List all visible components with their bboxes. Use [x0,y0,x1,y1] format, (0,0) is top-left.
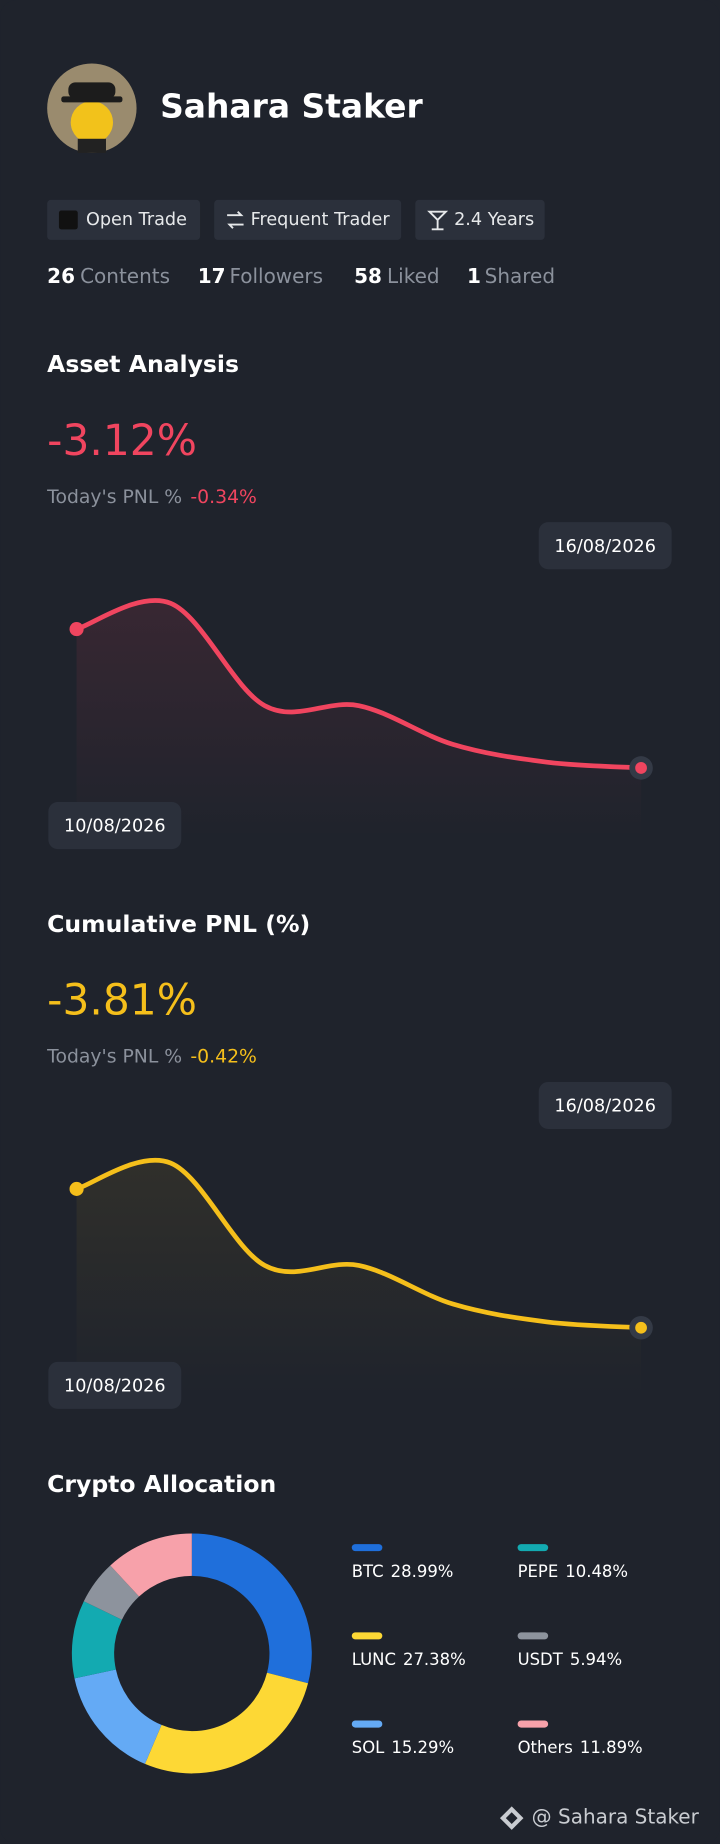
legend-value: 10.48% [565,1562,628,1581]
date-tag [48,802,182,850]
badge [47,199,201,240]
date-tag [538,1081,672,1129]
legend-name: Others [518,1738,573,1757]
donut-segment [74,1668,163,1764]
legend-value: 11.89% [580,1738,643,1757]
badge [415,199,545,240]
pnl-value: -0.42% [190,1047,256,1068]
donut-segment [144,1672,309,1774]
badge-label: Frequent Trader [251,210,391,230]
end-dot [635,762,647,774]
stat-value: 58 [354,264,382,288]
date-tag [538,522,672,570]
donut-segment [110,1533,193,1598]
stat-value: 1 [467,264,481,288]
line-area [76,600,642,838]
profile-name: Sahara Staker [160,87,423,126]
donut-segment [191,1533,312,1684]
headline-value: -3.81% [47,976,197,1025]
donut-segment [83,1565,140,1621]
legend-swatch [517,1720,549,1728]
line-area [76,1160,642,1398]
legend-swatch [517,1632,549,1640]
stat-value: 26 [47,264,75,288]
date-label: 10/08/2026 [64,817,166,837]
legend-swatch [517,1544,549,1552]
badge [214,199,402,240]
legend-value: 15.29% [391,1738,454,1757]
stats: 26 Contents 17 Followers 58 Liked 1 Shar… [47,264,555,288]
line [74,1157,644,1331]
legend-name: LUNC [352,1650,396,1669]
legend-value: 5.94% [570,1650,622,1669]
footer-text: @ Sahara Staker [532,1805,700,1829]
date-label: 10/08/2026 [64,1377,166,1397]
donut-segment [71,1601,123,1679]
legend-name: SOL [352,1738,385,1757]
badge-icon [58,210,78,230]
section-title: Asset Analysis [47,350,239,378]
end-dot [635,1321,647,1334]
stat-label: Contents [80,264,170,288]
date-tag [48,1361,182,1409]
line [74,598,644,771]
badges: Open Trade Frequent Trader 2.4 Years [47,199,545,240]
section-title: Cumulative PNL (%) [47,910,310,938]
pnl-value: -0.34% [190,487,256,508]
badge-label: 2.4 Years [454,210,534,230]
badge-label: Open Trade [86,210,187,230]
section-title: Crypto Allocation [47,1470,276,1498]
legend-value: 27.38% [403,1650,466,1669]
start-dot [69,1181,84,1197]
footer: @ Sahara Staker [499,1805,700,1830]
pnl-label: Today's PNL % [46,487,182,508]
start-dot [69,622,84,637]
stat-label: Followers [229,264,323,288]
legend-value: 28.99% [391,1562,454,1581]
legend-swatch [351,1544,383,1552]
badge-icon [227,211,244,229]
stat-value: 17 [198,264,226,288]
legend-name: PEPE [518,1562,559,1581]
date-label: 16/08/2026 [554,537,656,557]
pnl-label: Today's PNL % [46,1047,182,1068]
stat-label: Liked [387,264,440,288]
legend-swatch [351,1632,383,1640]
headline-value: -3.12% [47,416,197,465]
badge-icon [427,210,449,231]
avatar [47,63,137,153]
legend-name: BTC [352,1562,384,1581]
legend-swatch [351,1720,383,1728]
date-label: 16/08/2026 [554,1097,656,1117]
stat-label: Shared [485,264,555,288]
legend-name: USDT [518,1650,564,1669]
